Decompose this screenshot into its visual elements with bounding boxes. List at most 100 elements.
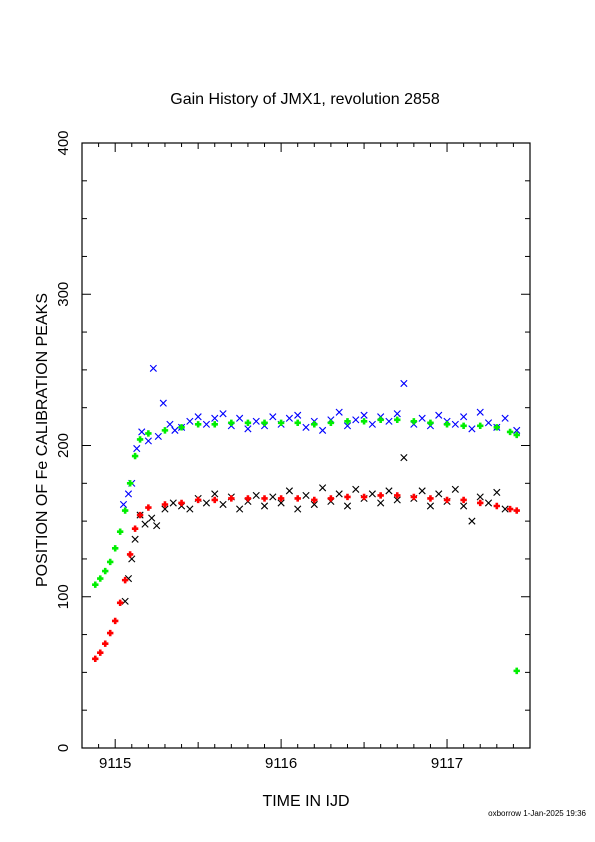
data-point — [178, 424, 185, 431]
data-point — [302, 423, 310, 431]
data-point — [219, 410, 227, 418]
data-point — [460, 502, 468, 510]
data-point — [360, 418, 368, 425]
series-2 — [92, 416, 520, 588]
data-point — [285, 487, 293, 495]
data-point — [194, 496, 202, 504]
data-point — [460, 422, 467, 430]
data-point — [451, 420, 459, 428]
data-point — [377, 499, 385, 507]
data-point — [148, 514, 156, 522]
data-point — [377, 492, 384, 499]
data-point — [126, 480, 134, 487]
data-point — [269, 413, 277, 421]
y-tick-label: 100 — [55, 584, 72, 609]
data-point — [261, 419, 268, 427]
data-point — [277, 495, 285, 502]
series-4 — [92, 492, 520, 662]
data-point — [211, 496, 218, 504]
data-point — [92, 655, 99, 662]
data-point — [260, 502, 269, 510]
data-point — [506, 505, 514, 513]
data-point — [294, 411, 302, 419]
data-point — [111, 617, 119, 625]
data-point — [327, 495, 335, 502]
data-point — [211, 414, 219, 422]
data-point — [513, 507, 520, 514]
data-point — [116, 599, 124, 606]
data-point — [186, 505, 194, 513]
data-point — [228, 419, 235, 427]
series-3 — [513, 667, 520, 675]
data-point — [102, 640, 109, 647]
series-1 — [121, 454, 509, 605]
data-point — [477, 499, 484, 507]
data-point — [153, 522, 161, 530]
data-point — [477, 422, 484, 430]
data-point — [484, 419, 493, 427]
data-point — [484, 499, 493, 507]
x-axis-label: TIME IN IJD — [262, 793, 349, 810]
data-point — [451, 485, 459, 493]
axis-ticks — [81, 142, 531, 749]
data-point — [443, 421, 451, 428]
data-point — [121, 576, 129, 584]
data-point — [186, 417, 194, 425]
data-point — [394, 492, 401, 499]
x-tick-label: 9116 — [265, 755, 297, 772]
data-point — [252, 491, 260, 500]
data-point — [426, 502, 435, 510]
data-point — [493, 502, 501, 510]
data-point — [476, 493, 484, 501]
data-point — [513, 431, 520, 439]
data-point — [344, 493, 351, 501]
data-point — [493, 424, 501, 431]
data-point — [119, 500, 128, 509]
data-point — [97, 575, 104, 582]
data-point — [513, 426, 521, 434]
data-point — [501, 505, 509, 513]
data-point — [269, 493, 277, 501]
data-point — [194, 413, 202, 421]
data-point — [493, 488, 501, 496]
data-point — [435, 411, 443, 419]
data-point — [393, 410, 401, 418]
data-point — [159, 399, 167, 407]
data-point — [161, 505, 169, 513]
data-point — [131, 535, 139, 543]
data-point — [161, 427, 169, 434]
data-point — [385, 417, 393, 425]
data-point — [169, 499, 177, 507]
data-point — [161, 501, 169, 508]
data-point — [476, 408, 484, 416]
data-point — [277, 419, 285, 427]
x-tick-label: 9117 — [431, 755, 463, 772]
data-point — [228, 495, 235, 502]
data-point — [121, 507, 129, 514]
data-point — [311, 496, 318, 504]
data-point — [178, 499, 185, 507]
y-axis-label: POSITION OF Fe CALIBRATION PEAKS — [34, 293, 51, 587]
data-point — [468, 517, 476, 525]
data-point — [211, 421, 218, 428]
data-point — [166, 420, 174, 428]
data-point — [133, 444, 141, 453]
data-point — [202, 420, 211, 428]
data-point — [97, 649, 104, 656]
y-tick-label: 200 — [55, 433, 72, 458]
data-point — [443, 496, 451, 504]
data-point — [418, 487, 426, 495]
data-point — [236, 505, 244, 513]
data-point — [149, 364, 157, 372]
data-point — [244, 495, 252, 502]
data-point — [145, 504, 152, 511]
data-point — [107, 558, 114, 566]
data-point — [302, 491, 310, 500]
data-point — [394, 416, 401, 423]
data-point — [261, 495, 268, 502]
data-point — [377, 416, 384, 423]
data-point — [468, 425, 476, 433]
data-point — [211, 490, 219, 498]
data-point — [136, 436, 144, 443]
plot-frame — [81, 142, 531, 749]
